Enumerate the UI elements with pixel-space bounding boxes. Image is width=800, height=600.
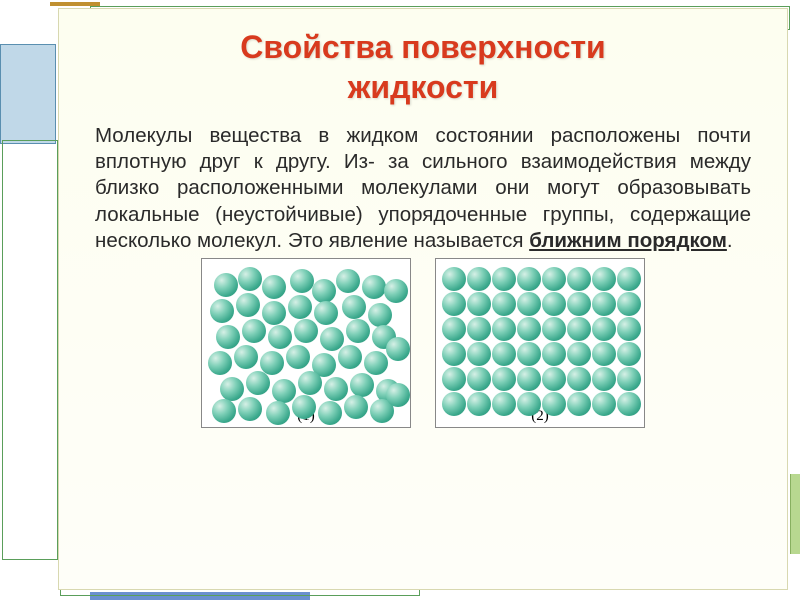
title-line-1: Свойства поверхности <box>240 29 605 65</box>
diagram-liquid: (1) <box>201 258 411 428</box>
accent-left-block <box>0 44 56 144</box>
slide-body-text: Молекулы вещества в жидком состоянии рас… <box>59 117 787 254</box>
diagram-row: (1) (2) <box>59 254 787 428</box>
body-term: ближним порядком <box>529 229 727 252</box>
body-p1-end: . <box>727 229 733 252</box>
diagram-solid: (2) <box>435 258 645 428</box>
slide: Свойства поверхности жидкости Молекулы в… <box>58 8 788 590</box>
slide-title: Свойства поверхности жидкости <box>59 9 787 117</box>
title-line-2: жидкости <box>348 69 499 105</box>
accent-right-block <box>790 474 800 554</box>
